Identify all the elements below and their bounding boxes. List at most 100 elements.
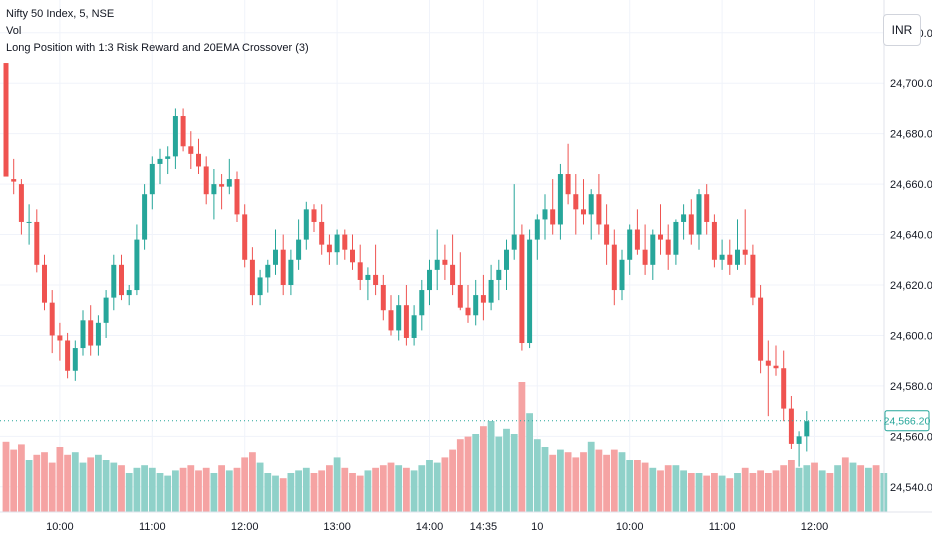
volume-bar [687,473,695,512]
volume-bar [464,436,472,512]
volume-bar [372,467,379,512]
volume-bar [680,470,687,512]
price-axis[interactable]: 24,540.00 24,560.00 24,580.00 24,600.00 24,6… [890,28,932,494]
volume-bar [172,470,179,512]
volume-bar [79,462,87,512]
candle [550,179,556,235]
candle-body [203,166,209,195]
candle-body [157,158,163,164]
volume-bar [210,473,218,512]
candle-body [126,290,132,296]
candle [542,194,548,240]
volume-bar [811,462,818,512]
volume-bar [872,465,880,512]
volume-bar [595,449,603,512]
volume-bar [395,465,403,512]
candle [773,345,779,376]
candle [149,156,155,210]
volume-bar [780,465,788,512]
candle-body [511,234,517,250]
candle-body [681,214,687,222]
volume-bars [2,382,888,512]
candle-body [473,295,479,316]
candle-body [735,249,740,265]
time-tick-label: 10:00 [46,521,74,533]
volume-bar [449,449,456,512]
candle [604,204,610,265]
strategy-label[interactable]: Long Position with 1:3 Risk Reward and 2… [6,42,309,54]
candle-body [504,249,509,270]
candle-body [42,264,47,303]
candle-body [380,285,386,311]
candle [234,171,240,222]
candle-body [242,214,248,260]
volume-bar [580,452,587,512]
candle-body [273,249,278,265]
volume-bar [795,467,803,512]
chart-legend: Nifty 50 Index, 5, NSE Vol Long Position… [6,6,309,57]
volume-bar [610,449,618,512]
last-price-box [884,410,930,432]
candle [565,143,571,205]
candle [557,163,563,240]
candle-body [704,194,710,222]
candle [219,174,225,210]
time-tick-label: 12:00 [231,521,259,533]
time-tick-label: 10:00 [616,521,644,533]
candle-body [627,229,633,260]
candle-body [650,234,656,265]
candle [42,254,47,311]
candle [396,295,402,341]
volume-bar [657,470,664,512]
candle [95,315,101,356]
candle [365,267,371,301]
volume-bar [487,421,495,512]
candle-body [611,244,617,291]
volume-bar [110,462,118,512]
volume-bar [148,467,156,512]
candle-body [288,259,294,286]
volume-bar [64,454,71,512]
candle [111,254,117,311]
volume-bar [102,460,110,512]
candle [249,247,255,306]
volume-bar [672,465,680,512]
candle-body [72,348,78,371]
candle-body [581,209,586,215]
volume-bar [10,449,18,512]
candle-body [396,305,402,331]
symbol-title[interactable]: Nifty 50 Index, 5, NSE [6,8,115,20]
candle-body [742,249,748,255]
candle [534,214,540,260]
candle-body [642,249,648,265]
candle [688,199,694,245]
candle [442,244,448,280]
price-tick-label: 24,660.00 [890,179,932,191]
candle [388,295,394,336]
candle-body [465,307,471,316]
candle-body [88,320,94,346]
volume-bar [187,465,195,512]
price-tick-label: 24,620.00 [890,280,932,292]
candle-body [373,274,379,286]
volume-bar [857,465,865,512]
volume-bar [803,465,811,512]
candle-body [419,290,425,316]
volume-bar [164,475,172,512]
volume-bar [503,428,510,512]
candle-body [357,262,363,280]
candle [427,259,432,306]
volume-bar [56,447,64,512]
time-axis[interactable]: 10:00 11:00 12:00 13:00 14:00 14:35 10 10:00 11:… [46,521,828,533]
candle-body [765,360,771,366]
candle [296,219,302,270]
candle-body [750,254,756,298]
candle [373,244,379,296]
volume-indicator-label[interactable]: Vol [6,25,22,37]
volume-bar [18,444,25,512]
volume-bar [233,467,241,512]
candle [157,148,163,185]
candle-body [781,368,787,409]
currency-button[interactable]: INR [883,14,921,46]
